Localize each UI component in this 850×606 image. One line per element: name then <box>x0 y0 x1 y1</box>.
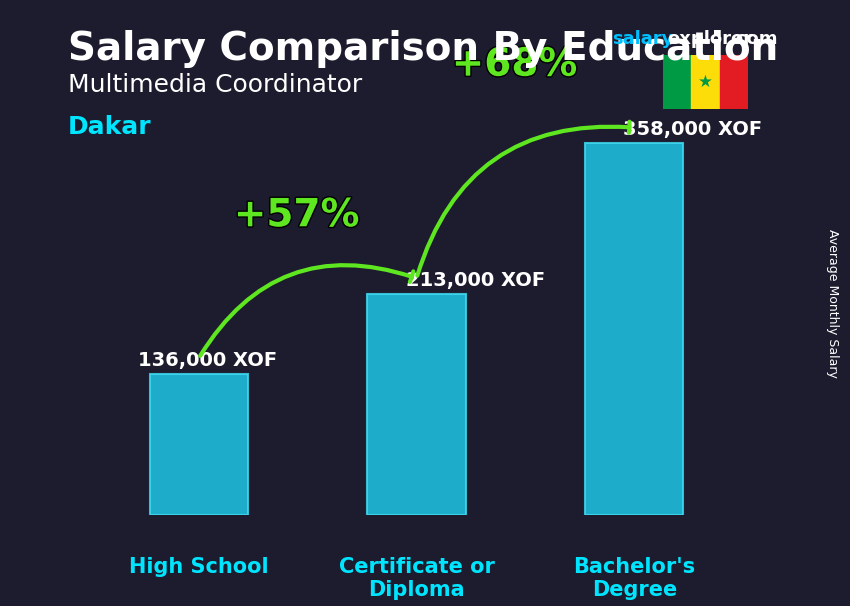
Text: 213,000 XOF: 213,000 XOF <box>405 270 545 290</box>
Bar <box>720 55 748 109</box>
Text: Dakar: Dakar <box>68 115 151 139</box>
Text: Average Monthly Salary: Average Monthly Salary <box>826 228 840 378</box>
Text: Salary Comparison By Education: Salary Comparison By Education <box>68 30 779 68</box>
Text: Multimedia Coordinator: Multimedia Coordinator <box>68 73 362 97</box>
Text: ★: ★ <box>698 73 713 91</box>
Bar <box>367 294 466 515</box>
Text: Bachelor's
Degree: Bachelor's Degree <box>573 557 695 600</box>
Text: explorer: explorer <box>667 30 752 48</box>
Bar <box>586 143 683 515</box>
Text: 136,000 XOF: 136,000 XOF <box>138 350 277 370</box>
Bar <box>150 374 247 515</box>
Text: High School: High School <box>129 557 269 577</box>
Bar <box>663 55 691 109</box>
Text: +68%: +68% <box>451 45 577 84</box>
Text: +57%: +57% <box>234 196 360 235</box>
Bar <box>691 55 720 109</box>
Text: 358,000 XOF: 358,000 XOF <box>623 120 762 139</box>
Text: Certificate or
Diploma: Certificate or Diploma <box>338 557 495 600</box>
Text: salary: salary <box>612 30 673 48</box>
Text: .com: .com <box>729 30 778 48</box>
